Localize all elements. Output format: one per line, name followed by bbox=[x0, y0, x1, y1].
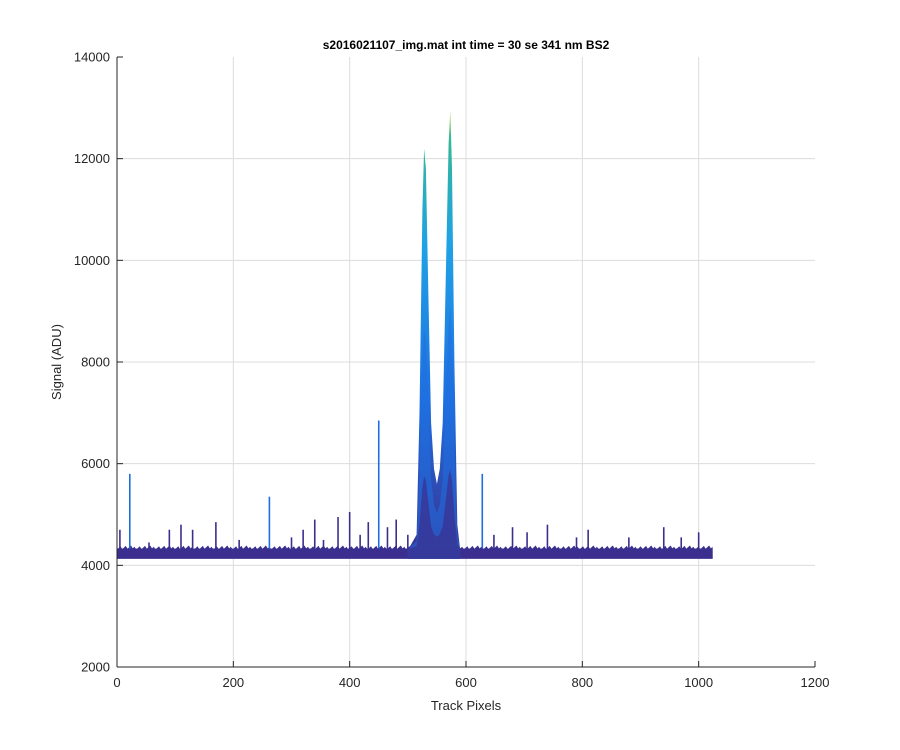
y-tick-label: 8000 bbox=[81, 355, 110, 370]
x-tick-label: 400 bbox=[339, 675, 361, 690]
y-tick-label: 6000 bbox=[81, 456, 110, 471]
x-tick-label: 800 bbox=[571, 675, 593, 690]
grid bbox=[117, 57, 815, 667]
axes bbox=[116, 56, 816, 668]
x-tick-label: 200 bbox=[222, 675, 244, 690]
x-tick-label: 1200 bbox=[801, 675, 830, 690]
peak-base bbox=[407, 469, 461, 559]
data-layer bbox=[117, 110, 713, 559]
tick-labels: 0 200 400 600 800 1000 1200 2000 4000 6000 8000 100… bbox=[74, 50, 830, 691]
chart-title: s2016021107_img.mat int time = 30 se 341… bbox=[323, 38, 610, 52]
x-axis-label: Track Pixels bbox=[431, 698, 502, 713]
y-tick-label: 10000 bbox=[74, 253, 110, 268]
y-tick-label: 14000 bbox=[74, 50, 110, 65]
y-tick-label: 12000 bbox=[74, 151, 110, 166]
x-tick-label: 600 bbox=[455, 675, 477, 690]
x-tick-label: 0 bbox=[113, 675, 120, 690]
y-axis-label: Signal (ADU) bbox=[49, 324, 64, 400]
x-tick-label: 1000 bbox=[684, 675, 713, 690]
y-tick-label: 4000 bbox=[81, 558, 110, 573]
y-tick-label: 2000 bbox=[81, 660, 110, 675]
